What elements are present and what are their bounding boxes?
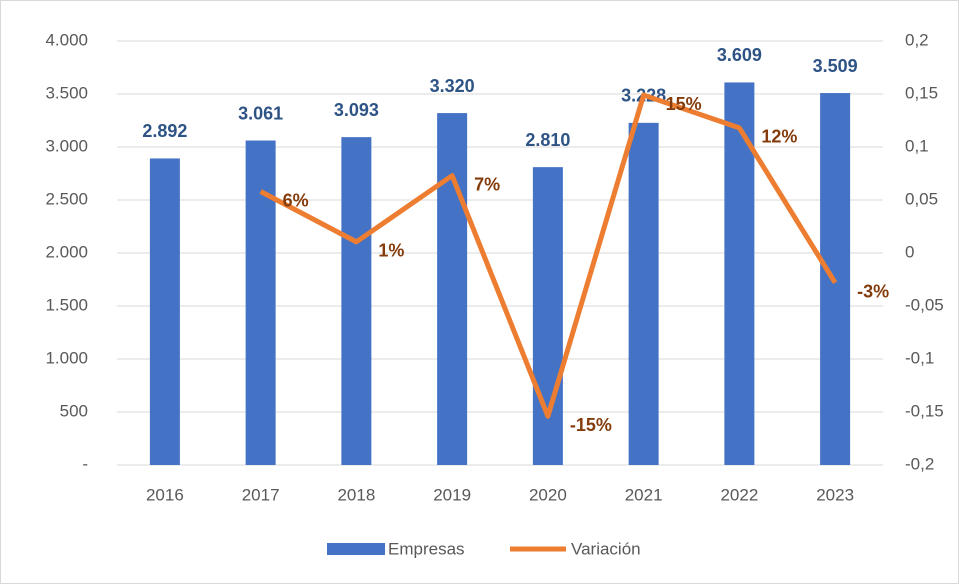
- y2-tick-label: -0,1: [905, 348, 934, 367]
- y2-tick-label: 0,05: [905, 189, 938, 208]
- y2-tick-label: -0,2: [905, 454, 934, 473]
- x-tick-label: 2023: [816, 485, 854, 504]
- x-tick-label: 2020: [529, 485, 567, 504]
- line: [259, 92, 838, 419]
- y-tick-label: 1.500: [45, 295, 88, 314]
- data-label: 6%: [283, 190, 309, 210]
- legend-swatch: [327, 543, 385, 555]
- bar: [341, 137, 372, 465]
- data-label: 12%: [761, 127, 797, 147]
- x-tick-label: 2016: [146, 485, 184, 504]
- data-label: 3.509: [813, 56, 858, 76]
- y-tick-label: 3.500: [45, 83, 88, 102]
- x-tick-label: 2017: [242, 485, 280, 504]
- y2-tick-label: 0,1: [905, 136, 929, 155]
- data-label: 15%: [666, 94, 702, 114]
- bar: [149, 158, 180, 465]
- data-label: 3.093: [334, 100, 379, 120]
- data-label: -15%: [570, 415, 612, 435]
- bar: [724, 82, 755, 466]
- data-label: 3.061: [238, 103, 283, 123]
- y-tick-label: 2.500: [45, 189, 88, 208]
- data-label: 3.609: [717, 45, 762, 65]
- data-label: 2.810: [525, 130, 570, 150]
- y2-tick-label: 0,2: [905, 30, 929, 49]
- y2-tick-label: 0: [905, 242, 914, 261]
- legend-label: Variación: [571, 539, 641, 558]
- y2-tick-label: 0,15: [905, 83, 938, 102]
- data-label: -3%: [857, 281, 889, 301]
- data-label: 2.892: [142, 121, 187, 141]
- x-tick-label: 2018: [337, 485, 375, 504]
- y-tick-label: -: [82, 454, 88, 473]
- y-tick-label: 4.000: [45, 30, 88, 49]
- data-label: 3.320: [430, 76, 475, 96]
- bar: [628, 122, 659, 465]
- x-tick-label: 2021: [625, 485, 663, 504]
- y-tick-label: 1.000: [45, 348, 88, 367]
- y2-tick-label: -0,05: [905, 295, 944, 314]
- y-tick-label: 3.000: [45, 136, 88, 155]
- y-tick-label: 500: [60, 401, 88, 420]
- y-tick-label: 2.000: [45, 242, 88, 261]
- legend-label: Empresas: [388, 539, 465, 558]
- bar: [245, 140, 276, 465]
- bar: [532, 167, 563, 465]
- data-label: 1%: [378, 241, 404, 261]
- bar: [437, 113, 468, 465]
- x-tick-label: 2019: [433, 485, 471, 504]
- data-label: 7%: [474, 174, 500, 194]
- y2-tick-label: -0,15: [905, 401, 944, 420]
- x-tick-label: 2022: [720, 485, 758, 504]
